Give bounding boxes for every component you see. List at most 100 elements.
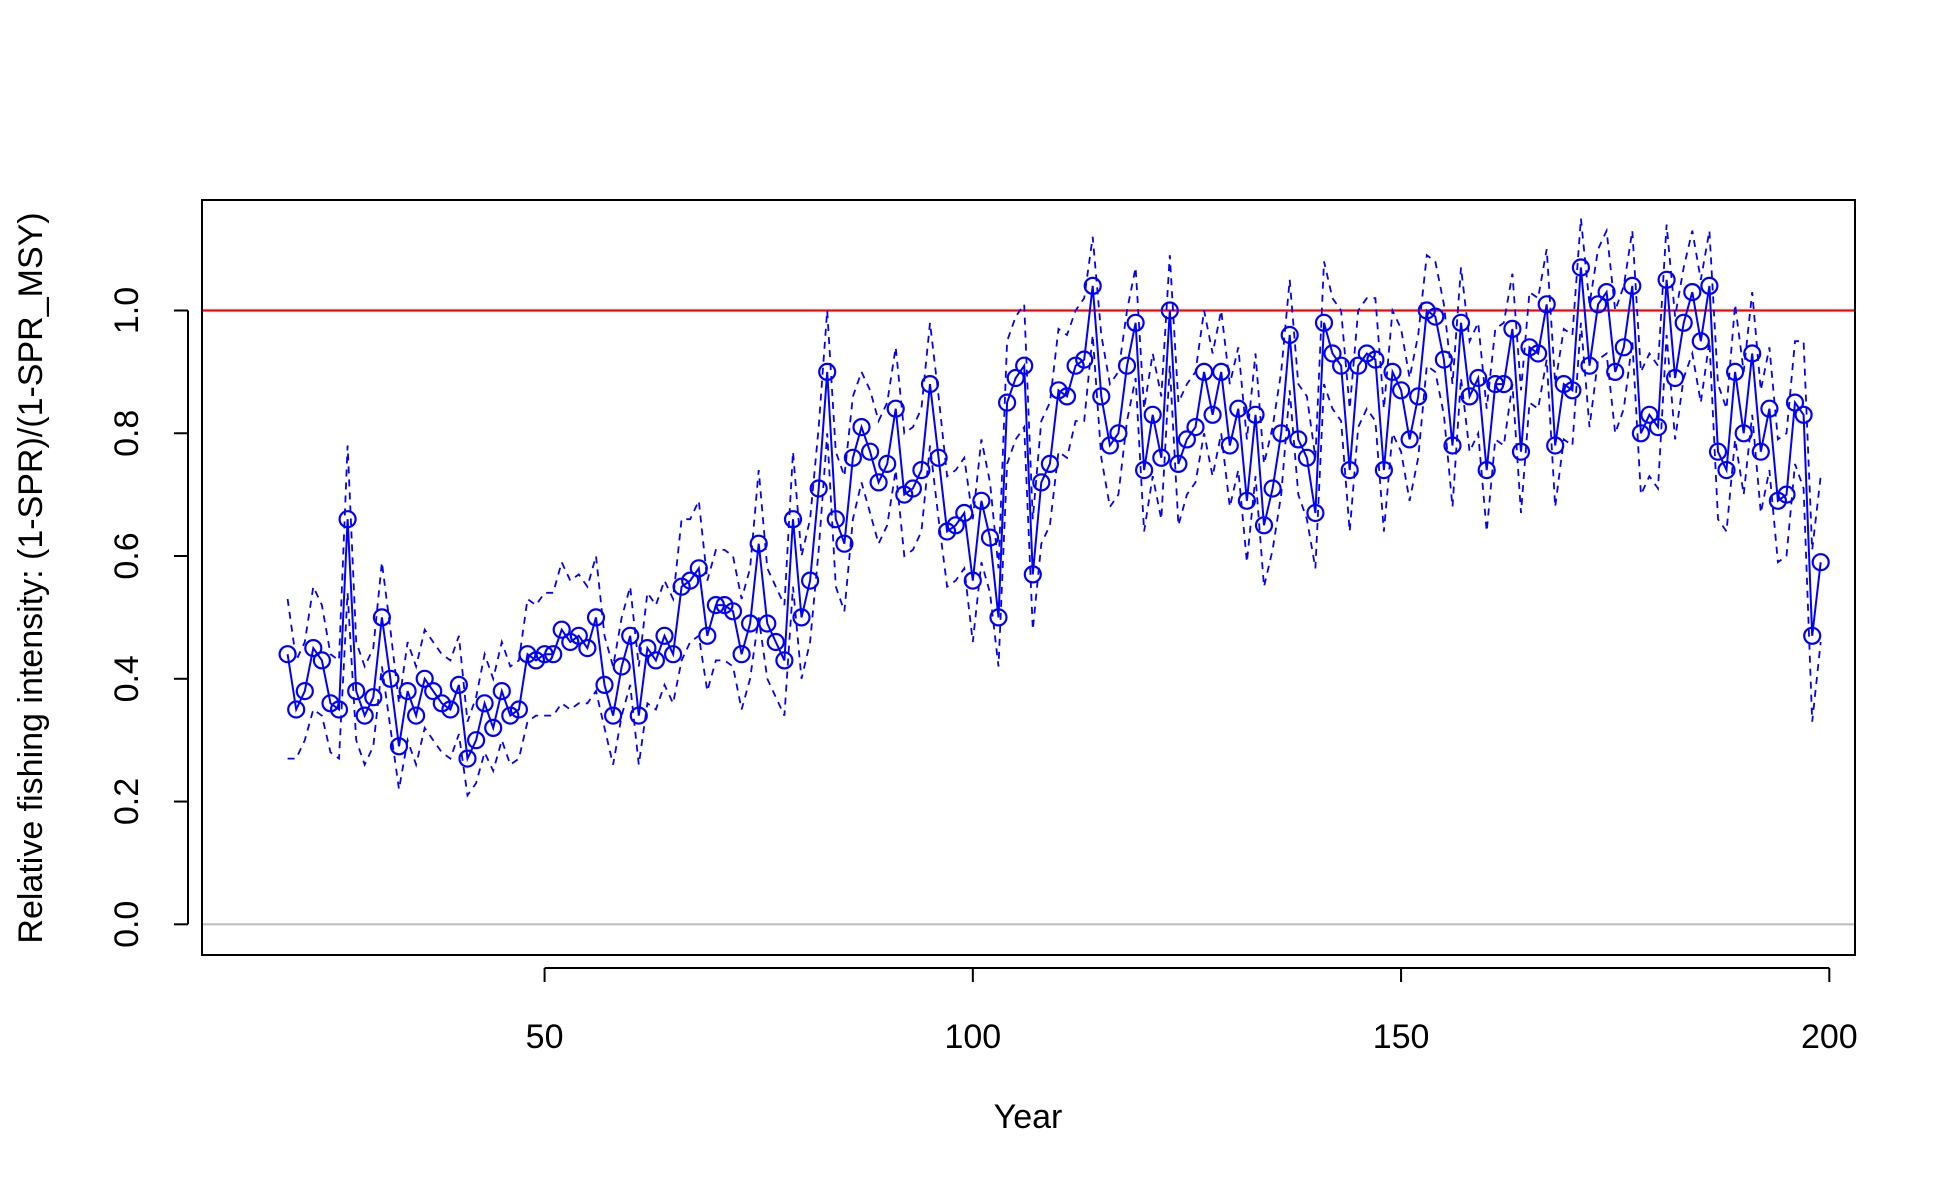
data-point <box>595 675 614 695</box>
data-point <box>1075 350 1094 369</box>
data-point <box>1092 387 1111 406</box>
data-point <box>1134 461 1154 480</box>
data-point <box>586 608 606 627</box>
data-point <box>1246 405 1265 424</box>
series-line <box>286 267 1822 763</box>
data-point <box>1289 430 1308 449</box>
data-point <box>1546 436 1565 455</box>
data-point <box>1725 362 1745 381</box>
data-point <box>304 638 323 658</box>
data-point <box>458 749 477 768</box>
confidence-interval-lines <box>286 218 1822 798</box>
data-point <box>1126 313 1145 332</box>
data-point <box>1469 368 1488 388</box>
data-point <box>1237 491 1257 510</box>
data-point <box>1323 344 1342 363</box>
x-axis-label: Year <box>994 1098 1063 1136</box>
data-point <box>1494 375 1513 394</box>
data-point <box>1743 344 1762 363</box>
data-point <box>1160 301 1179 320</box>
data-point <box>1297 448 1317 467</box>
data-point <box>1751 442 1770 461</box>
data-point <box>1760 399 1779 418</box>
data-point <box>1571 258 1591 277</box>
data-point <box>1143 405 1162 424</box>
data-point <box>312 651 331 670</box>
x-axis: 50 100 150 200 <box>526 967 1858 1056</box>
y-tick-label: 0.8 <box>108 410 146 457</box>
data-point <box>792 608 811 627</box>
data-point <box>663 645 683 664</box>
data-point <box>544 645 563 664</box>
series-points <box>278 258 1830 768</box>
data-point <box>1006 368 1025 388</box>
data-point <box>612 657 631 676</box>
data-point <box>1777 485 1796 504</box>
data-point <box>1785 393 1805 412</box>
data-point <box>441 700 460 719</box>
data-point <box>1657 270 1676 289</box>
data-point <box>972 491 991 510</box>
data-point <box>1477 461 1496 480</box>
data-point <box>1537 295 1556 314</box>
data-point <box>1314 313 1334 332</box>
data-point <box>775 651 794 670</box>
data-point <box>946 516 965 535</box>
data-point <box>347 681 366 701</box>
data-point <box>783 510 803 529</box>
data-point <box>1383 362 1402 381</box>
data-point <box>1186 418 1205 437</box>
data-point <box>732 645 751 664</box>
y-tick-label: 1.0 <box>108 287 146 334</box>
data-point <box>1032 473 1051 492</box>
data-point <box>758 614 777 633</box>
data-point <box>603 706 623 725</box>
data-point <box>1648 418 1668 437</box>
data-point <box>740 614 760 633</box>
data-point <box>1794 405 1813 424</box>
data-point <box>689 559 708 578</box>
data-point <box>860 442 880 461</box>
data-point <box>492 681 511 701</box>
reference-lines <box>202 309 1855 926</box>
data-point <box>415 669 434 688</box>
data-point <box>1674 313 1693 332</box>
x-tick-label: 150 <box>1373 1018 1430 1056</box>
data-point <box>578 638 597 658</box>
y-tick-label: 0.4 <box>108 655 146 702</box>
data-point <box>1597 283 1616 302</box>
data-point <box>1409 387 1428 406</box>
data-point <box>1400 430 1419 449</box>
data-point <box>1169 454 1188 473</box>
x-tick-label: 50 <box>526 1018 564 1056</box>
data-point <box>852 418 871 437</box>
data-point <box>295 681 314 701</box>
data-point <box>1528 344 1548 363</box>
data-point <box>287 700 306 719</box>
data-point <box>1580 356 1599 375</box>
data-point <box>1229 399 1248 418</box>
data-point <box>329 700 349 719</box>
data-point <box>886 399 905 418</box>
data-point <box>1220 436 1239 455</box>
data-point <box>1057 387 1077 406</box>
data-point <box>278 645 297 664</box>
data-point <box>681 571 700 590</box>
data-point <box>1803 626 1822 645</box>
data-point <box>723 602 743 621</box>
data-point <box>920 375 940 394</box>
data-point <box>1460 387 1479 406</box>
data-point <box>1588 295 1608 314</box>
data-point <box>475 694 494 713</box>
data-point <box>407 706 426 725</box>
lower-interval-line <box>287 322 1822 798</box>
data-point <box>1451 313 1471 332</box>
plot-frame <box>201 199 1856 956</box>
data-point <box>1623 276 1642 295</box>
data-point <box>1503 319 1522 338</box>
data-point <box>398 681 417 701</box>
data-point <box>800 571 820 590</box>
data-point <box>1023 565 1042 584</box>
data-point <box>1083 276 1102 295</box>
data-point <box>1511 442 1531 461</box>
